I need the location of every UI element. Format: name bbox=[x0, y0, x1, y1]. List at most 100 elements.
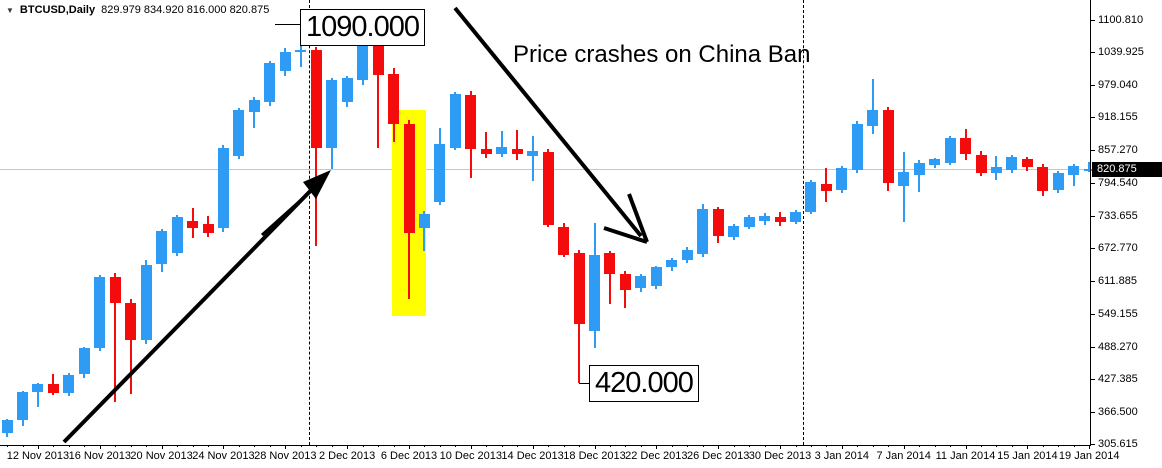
y-axis-label: 611.885 bbox=[1098, 274, 1137, 287]
x-axis-minor-tick bbox=[192, 445, 194, 447]
x-axis-tick bbox=[718, 445, 720, 449]
candle-body bbox=[604, 252, 616, 275]
x-axis-minor-tick bbox=[115, 445, 117, 447]
x-axis-minor-tick bbox=[22, 445, 24, 447]
candle-body bbox=[759, 216, 770, 221]
candle-body bbox=[666, 259, 678, 268]
candle-body bbox=[279, 52, 291, 71]
x-axis-minor-tick bbox=[1011, 445, 1013, 447]
x-axis-tick bbox=[223, 445, 225, 449]
crash-annotation-text[interactable]: Price crashes on China Ban bbox=[513, 41, 811, 68]
peak-price-label[interactable]: 1090.000 bbox=[300, 9, 425, 46]
candle-body bbox=[542, 152, 554, 226]
x-axis-minor-tick bbox=[424, 445, 426, 447]
x-axis-line bbox=[0, 445, 1091, 446]
candle-body bbox=[1021, 159, 1033, 167]
candle-body bbox=[78, 348, 90, 375]
x-axis-tick bbox=[594, 445, 596, 449]
candle-wick bbox=[36, 383, 39, 407]
candle-body bbox=[140, 264, 152, 341]
x-axis-minor-tick bbox=[362, 445, 364, 447]
candle-wick bbox=[871, 79, 874, 135]
x-axis-minor-tick bbox=[501, 445, 503, 447]
candle-body bbox=[187, 220, 198, 229]
x-axis-label: 10 Dec 2013 bbox=[439, 450, 502, 462]
candle-body bbox=[573, 252, 585, 325]
x-axis-minor-tick bbox=[548, 445, 550, 447]
x-axis-minor-tick bbox=[640, 445, 642, 447]
candle-wick bbox=[423, 211, 426, 251]
candle-wick bbox=[114, 273, 117, 402]
x-axis-label: 3 Jan 2014 bbox=[814, 450, 870, 462]
candle-body bbox=[929, 159, 941, 166]
x-axis-tick bbox=[903, 445, 905, 449]
x-axis-minor-tick bbox=[563, 445, 565, 447]
trend-up-arrow[interactable] bbox=[62, 170, 331, 444]
y-axis-label: 1100.810 bbox=[1098, 13, 1144, 26]
x-axis-minor-tick bbox=[795, 445, 797, 447]
x-axis-minor-tick bbox=[919, 445, 921, 447]
candle-body bbox=[743, 217, 755, 227]
x-axis-minor-tick bbox=[764, 445, 766, 447]
chart-plot-area[interactable]: 1090.000 420.000 Price crashes on China … bbox=[0, 0, 1095, 445]
candle-body bbox=[17, 392, 28, 421]
candle-body bbox=[527, 151, 539, 156]
x-axis-label: 19 Jan 2014 bbox=[1058, 450, 1120, 462]
x-axis-tick bbox=[347, 445, 349, 449]
candle-body bbox=[635, 276, 647, 288]
candle-body bbox=[990, 167, 1002, 174]
candle-wick bbox=[485, 132, 488, 159]
x-axis-label: 11 Jan 2014 bbox=[935, 450, 996, 462]
candle-body bbox=[558, 226, 570, 255]
x-axis-minor-tick bbox=[671, 445, 673, 447]
candle-wick bbox=[253, 97, 256, 128]
candle-body bbox=[32, 384, 44, 393]
candle-body bbox=[650, 267, 662, 286]
arrows-layer bbox=[62, 6, 649, 444]
candle-body bbox=[728, 225, 740, 238]
x-axis-minor-tick bbox=[810, 445, 812, 447]
x-axis-minor-tick bbox=[393, 445, 395, 447]
x-axis-minor-tick bbox=[455, 445, 457, 447]
bottom-price-label[interactable]: 420.000 bbox=[589, 365, 699, 402]
candle-body bbox=[156, 231, 168, 265]
candle-body bbox=[171, 217, 183, 253]
candle-body bbox=[63, 374, 75, 393]
x-axis-minor-tick bbox=[687, 445, 689, 447]
candle-body bbox=[1083, 169, 1095, 171]
x-axis-label: 20 Nov 2013 bbox=[130, 450, 193, 462]
x-axis-minor-tick bbox=[934, 445, 936, 447]
x-axis-minor-tick bbox=[269, 445, 271, 447]
x-axis-minor-tick bbox=[981, 445, 982, 447]
chart-ohlc-values: 829.979 834.920 816.000 820.875 bbox=[101, 4, 270, 16]
candle-body bbox=[310, 49, 322, 149]
candle-body bbox=[341, 77, 353, 103]
candle-body bbox=[511, 149, 523, 155]
y-axis-label: 549.155 bbox=[1098, 308, 1138, 320]
x-axis-minor-tick bbox=[749, 445, 751, 447]
y-axis-tick bbox=[1090, 248, 1095, 250]
y-axis-label: 1039.925 bbox=[1098, 46, 1144, 59]
x-axis-minor-tick bbox=[609, 445, 611, 447]
y-axis-tick bbox=[1090, 215, 1095, 217]
x-axis-minor-tick bbox=[177, 445, 179, 447]
symbol-dropdown-icon[interactable]: ▼ bbox=[6, 5, 14, 15]
candle-wick bbox=[902, 152, 905, 222]
x-axis-minor-tick bbox=[378, 445, 379, 447]
x-axis-label: 24 Nov 2013 bbox=[192, 450, 255, 462]
x-axis-minor-tick bbox=[872, 445, 874, 447]
x-axis-tick bbox=[841, 445, 843, 449]
y-axis-tick bbox=[1090, 183, 1095, 185]
x-axis-minor-tick bbox=[84, 445, 86, 447]
crash-down-arrow[interactable] bbox=[453, 6, 649, 244]
x-axis-tick bbox=[37, 445, 39, 449]
candle-body bbox=[681, 249, 693, 260]
y-axis-label: 427.385 bbox=[1098, 373, 1138, 386]
month-separator bbox=[308, 0, 310, 445]
candle-body bbox=[898, 172, 910, 187]
x-axis-label: 26 Dec 2013 bbox=[686, 450, 750, 462]
candle-wick bbox=[531, 136, 534, 182]
x-axis-minor-tick bbox=[300, 445, 302, 447]
x-axis-minor-tick bbox=[486, 445, 488, 447]
